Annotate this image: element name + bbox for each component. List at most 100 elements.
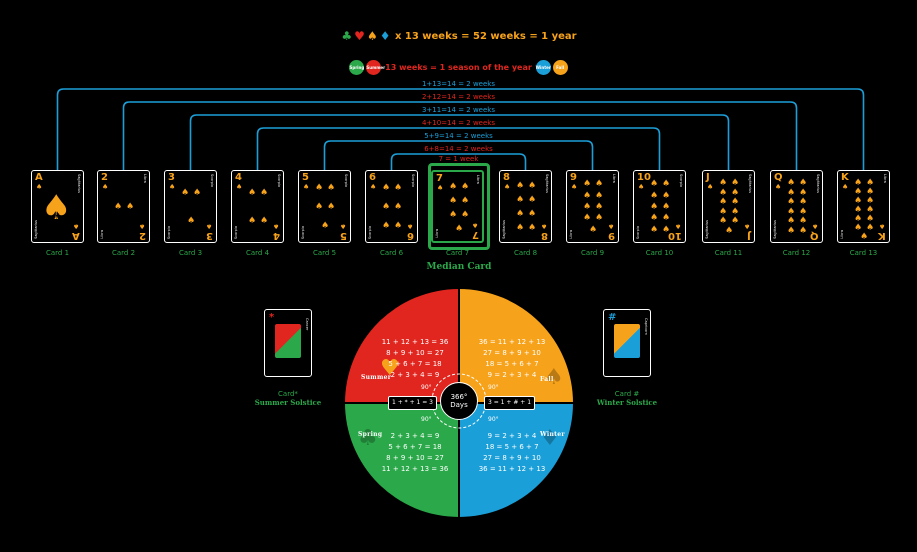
- card-pips: ♠ ♠ ♠ ♠ ♠ ♠ ♠ ♠ ♠: [579, 179, 607, 236]
- spade-pip-icon: ♠: [865, 223, 875, 233]
- spade-icon: ♠: [437, 184, 444, 192]
- spade-pip-icon: ♠: [786, 187, 796, 198]
- spade-pip-icon: ♠: [718, 187, 728, 198]
- spade-pip-icon: ♠: [798, 197, 808, 208]
- spring-equation: 2 + 3 + 4 = 9: [390, 432, 440, 440]
- spade-pip-icon: ♠: [853, 178, 863, 188]
- playing-card-12: Q ♠ Q ♠ Sagittarius Sagittarius ♠ ♠ ♠ ♠ ♠ ♠ ♠ ♠ ♠ ♠ ♠ ♠: [770, 170, 823, 243]
- fall-equation: 18 = 5 + 6 + 7: [485, 360, 539, 368]
- summer-badge-icon: Summer: [366, 60, 385, 75]
- days-center: 366° Days: [440, 382, 478, 420]
- spade-pip-icon: ♠: [582, 179, 592, 190]
- days-value: 366°: [450, 393, 468, 401]
- spade-pip-icon: ♠: [730, 216, 740, 227]
- spring-equation: 11 + 12 + 13 = 36: [381, 465, 449, 473]
- card-rank-top: 7: [436, 173, 443, 184]
- spade-pip-icon: ♠: [247, 216, 257, 227]
- year-header-text: x 13 weeks = 52 weeks = 1 year: [394, 31, 577, 42]
- card-sign-top: Scorpio: [344, 174, 348, 188]
- card-label-3: Card 3: [178, 249, 203, 257]
- season-header-text: 13 weeks = 1 season of the year: [385, 63, 532, 72]
- spade-pip-icon: ♠: [718, 178, 728, 189]
- median-card-highlight: [428, 163, 490, 250]
- spade-pip-icon: ♠: [125, 202, 135, 212]
- spade-pip-icon: ♠: [649, 190, 659, 201]
- spade-pip-icon: ♠: [798, 225, 808, 236]
- winter-equation: 9 = 2 + 3 + 4: [487, 432, 537, 440]
- spade-pip-icon: ♠: [661, 213, 671, 224]
- card-sign-top: Sagittarius: [816, 174, 820, 193]
- spade-icon: ♠: [571, 183, 578, 191]
- spade-pip-icon: ♠: [859, 232, 869, 242]
- spade-pip-icon: ♠: [454, 224, 464, 235]
- spade-pip-icon: ♠: [724, 225, 734, 236]
- playing-card-5: 5 ♠ 5 ♠ Scorpio Scorpio ♠ ♠ ♠ ♠ ♠: [298, 170, 351, 243]
- summer-formula: 1 + * + 1 = 3: [388, 396, 437, 410]
- card-sign-top: Sagittarius: [77, 174, 81, 193]
- median-card-label: Median Card: [426, 262, 492, 272]
- card-pips: ♠ ♠ ♠ ♠ ♠: [311, 179, 339, 236]
- card-label-5: Card 5: [312, 249, 337, 257]
- spade-pip-icon: ♠: [649, 179, 659, 190]
- spade-pip-icon: ♠: [320, 221, 330, 231]
- spade-pip-icon: ♠: [180, 187, 190, 198]
- spade-pip-icon: ♠: [460, 195, 470, 206]
- spade-pip-icon: ♠: [649, 224, 659, 235]
- card-sign-top: Scorpio: [679, 174, 683, 188]
- card-rank-top: 10: [637, 172, 651, 183]
- spade-pip-icon: ♠: [448, 181, 458, 192]
- spade-pip-icon: ♠: [515, 223, 525, 234]
- spade-icon: ♠: [36, 183, 43, 191]
- summer-solstice-text: Summer Solstice: [254, 398, 322, 407]
- spade-pip-icon: ♠: [853, 223, 863, 233]
- card-label-2: Card 2: [111, 249, 136, 257]
- card-star-label: Card*: [278, 390, 298, 398]
- card-label-10: Card 10: [645, 249, 674, 257]
- spade-icon: ♠: [366, 29, 378, 43]
- spade-pip-icon: ♠: [649, 213, 659, 224]
- heart-watermark-icon: ♥: [380, 356, 400, 381]
- spade-pip-icon: ♠: [326, 183, 336, 193]
- spade-pip-icon: ♠: [865, 196, 875, 206]
- winter-equation: 36 = 11 + 12 + 13: [478, 465, 546, 473]
- card-sign-top: Libra: [143, 174, 147, 183]
- spade-pip-icon: ♠: [786, 216, 796, 227]
- bracket-line-4: [256, 127, 661, 170]
- spade-pip-icon: ♠: [527, 223, 537, 234]
- card-pips: ♠ ♠ ♠ ♠ ♠ ♠ ♠ ♠ ♠ ♠ ♠ ♠ ♠: [850, 178, 878, 242]
- spade-pip-icon: ♠: [588, 224, 598, 235]
- spade-pip-icon: ♠: [786, 178, 796, 189]
- star-icon: ✳: [53, 212, 61, 222]
- spade-pip-icon: ♠: [718, 197, 728, 208]
- spade-pip-icon: ♠: [448, 210, 458, 221]
- card-pips: ♠ ♠ ♠ ♠: [244, 179, 272, 236]
- spade-pip-icon: ♠: [527, 209, 537, 220]
- spade-pip-icon: ♠: [594, 179, 604, 190]
- heart-icon: ♥: [354, 29, 365, 43]
- spade-pip-icon: ♠: [186, 216, 196, 227]
- card-pips: ♠ ♠ ♠ ♠ ♠ ♠ ♠ ♠: [512, 179, 540, 236]
- card-label-9: Card 9: [580, 249, 605, 257]
- bracket-line-1: [56, 88, 865, 170]
- spade-pip-icon: ♠: [786, 206, 796, 217]
- bracket-label-2: 2+12=14 = 2 weeks: [421, 93, 496, 101]
- spade-pip-icon: ♠: [582, 201, 592, 212]
- playing-card-1: A ♠ A ♠ Sagittarius Sagittarius ♠ ✳: [31, 170, 84, 243]
- rubik-cube-icon: [275, 324, 301, 358]
- spade-pip-icon: ♠: [649, 201, 659, 212]
- spade-pip-icon: ♠: [527, 180, 537, 191]
- card-sign-top: Sagittarius: [748, 174, 752, 193]
- spade-pip-icon: ♠: [718, 216, 728, 227]
- bracket-line-6: [390, 153, 527, 170]
- playing-card-2: 2 ♠ 2 ♠ Libra Libra ♠ ♠: [97, 170, 150, 243]
- spade-pip-icon: ♠: [582, 190, 592, 201]
- card-sign-top: Libra: [476, 175, 480, 184]
- card-pips: ♠ ♠ ♠ ♠ ♠ ♠ ♠ ♠ ♠ ♠ ♠: [715, 179, 743, 236]
- spade-icon: ♠: [169, 183, 176, 191]
- spade-pip-icon: ♠: [460, 210, 470, 221]
- diamond-watermark-icon: ♦: [540, 426, 560, 451]
- spade-watermark-icon: ♠: [544, 365, 564, 390]
- card-rank-top: A: [35, 172, 43, 183]
- playing-card-8: 8 ♠ 8 ♠ Sagittarius Sagittarius ♠ ♠ ♠ ♠ ♠ ♠ ♠ ♠: [499, 170, 552, 243]
